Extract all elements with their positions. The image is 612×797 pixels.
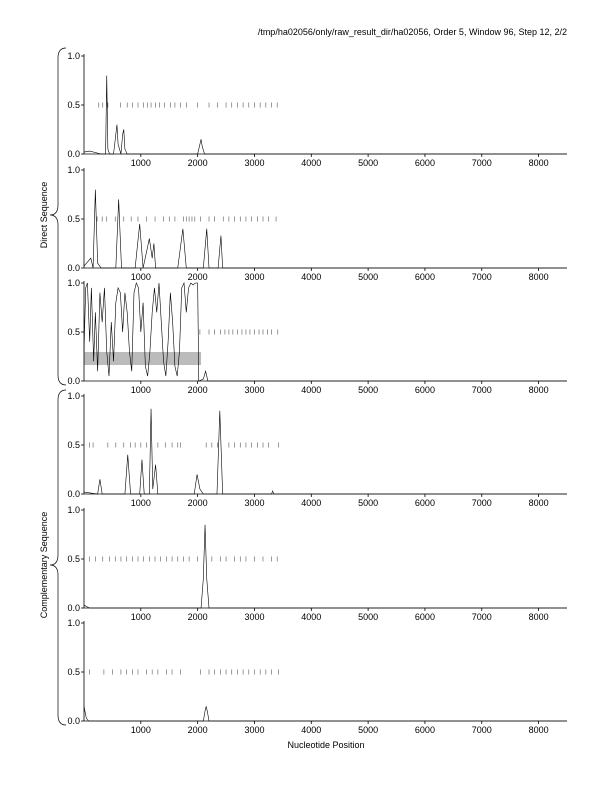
x-tick-label: 2000: [188, 612, 208, 622]
y-tick-label: 0.5: [67, 667, 80, 677]
group-label: Direct Sequence: [39, 182, 49, 249]
x-tick-label: 6000: [415, 385, 435, 395]
group-label: Complementary Sequence: [39, 512, 49, 619]
y-tick-label: 0.5: [67, 554, 80, 564]
x-tick-label: 6000: [415, 725, 435, 735]
x-tick-label: 2000: [188, 725, 208, 735]
y-tick-label: 0.5: [67, 327, 80, 337]
x-tick-label: 3000: [244, 158, 264, 168]
x-tick-label: 6000: [415, 498, 435, 508]
x-tick-label: 8000: [529, 272, 549, 282]
x-tick-label: 7000: [472, 385, 492, 395]
x-tick-label: 4000: [301, 158, 321, 168]
x-tick-label: 7000: [472, 158, 492, 168]
y-tick-label: 0.0: [67, 716, 80, 726]
probability-line: [83, 281, 567, 382]
x-tick-label: 2000: [188, 272, 208, 282]
probability-line: [83, 408, 567, 495]
y-tick-label: 0.0: [67, 263, 80, 273]
brace: [49, 389, 67, 726]
x-tick-label: 3000: [244, 612, 264, 622]
x-tick-label: 2000: [188, 158, 208, 168]
x-tick-label: 5000: [358, 158, 378, 168]
x-tick-label: 4000: [301, 272, 321, 282]
probability-line: [83, 189, 567, 269]
x-tick-label: 2000: [188, 498, 208, 508]
x-tick-label: 8000: [529, 612, 549, 622]
y-tick-label: 1.0: [67, 165, 80, 175]
y-tick-label: 0.5: [67, 440, 80, 450]
probability-line: [83, 75, 567, 155]
x-tick-label: 1000: [131, 158, 151, 168]
y-tick-label: 0.0: [67, 489, 80, 499]
x-tick-label: 4000: [301, 498, 321, 508]
x-tick-label: 3000: [244, 385, 264, 395]
x-tick-label: 8000: [529, 385, 549, 395]
y-tick-label: 1.0: [67, 391, 80, 401]
x-tick-label: 4000: [301, 385, 321, 395]
y-tick-label: 0.0: [67, 603, 80, 613]
brace: [49, 47, 67, 386]
x-tick-label: 1000: [131, 385, 151, 395]
x-tick-label: 5000: [358, 385, 378, 395]
x-tick-label: 1000: [131, 725, 151, 735]
x-tick-label: 7000: [472, 612, 492, 622]
x-tick-label: 7000: [472, 272, 492, 282]
x-tick-label: 2000: [188, 385, 208, 395]
x-tick-label: 8000: [529, 725, 549, 735]
y-tick-label: 1.0: [67, 278, 80, 288]
y-tick-label: 1.0: [67, 505, 80, 515]
x-tick-label: 6000: [415, 612, 435, 622]
y-tick-label: 0.0: [67, 149, 80, 159]
x-tick-label: 1000: [131, 498, 151, 508]
page-title: /tmp/ha02056/only/raw_result_dir/ha02056…: [258, 27, 567, 37]
x-tick-label: 3000: [244, 725, 264, 735]
x-tick-label: 8000: [529, 498, 549, 508]
x-tick-label: 5000: [358, 272, 378, 282]
x-tick-label: 5000: [358, 498, 378, 508]
x-tick-label: 5000: [358, 725, 378, 735]
y-tick-label: 0.5: [67, 214, 80, 224]
gene-region: [84, 352, 202, 365]
probability-line: [83, 706, 567, 722]
x-tick-label: 3000: [244, 272, 264, 282]
y-tick-label: 1.0: [67, 618, 80, 628]
x-tick-label: 7000: [472, 498, 492, 508]
x-tick-label: 1000: [131, 272, 151, 282]
y-tick-label: 0.0: [67, 376, 80, 386]
y-tick-label: 0.5: [67, 100, 80, 110]
x-tick-label: 7000: [472, 725, 492, 735]
x-tick-label: 5000: [358, 612, 378, 622]
y-tick-label: 1.0: [67, 51, 80, 61]
x-tick-label: 6000: [415, 272, 435, 282]
probability-line: [83, 524, 567, 609]
x-tick-label: 4000: [301, 612, 321, 622]
x-tick-label: 3000: [244, 498, 264, 508]
x-tick-label: 6000: [415, 158, 435, 168]
x-tick-label: 8000: [529, 158, 549, 168]
x-axis-label: Nucleotide Position: [287, 740, 364, 750]
x-tick-label: 1000: [131, 612, 151, 622]
x-tick-label: 4000: [301, 725, 321, 735]
